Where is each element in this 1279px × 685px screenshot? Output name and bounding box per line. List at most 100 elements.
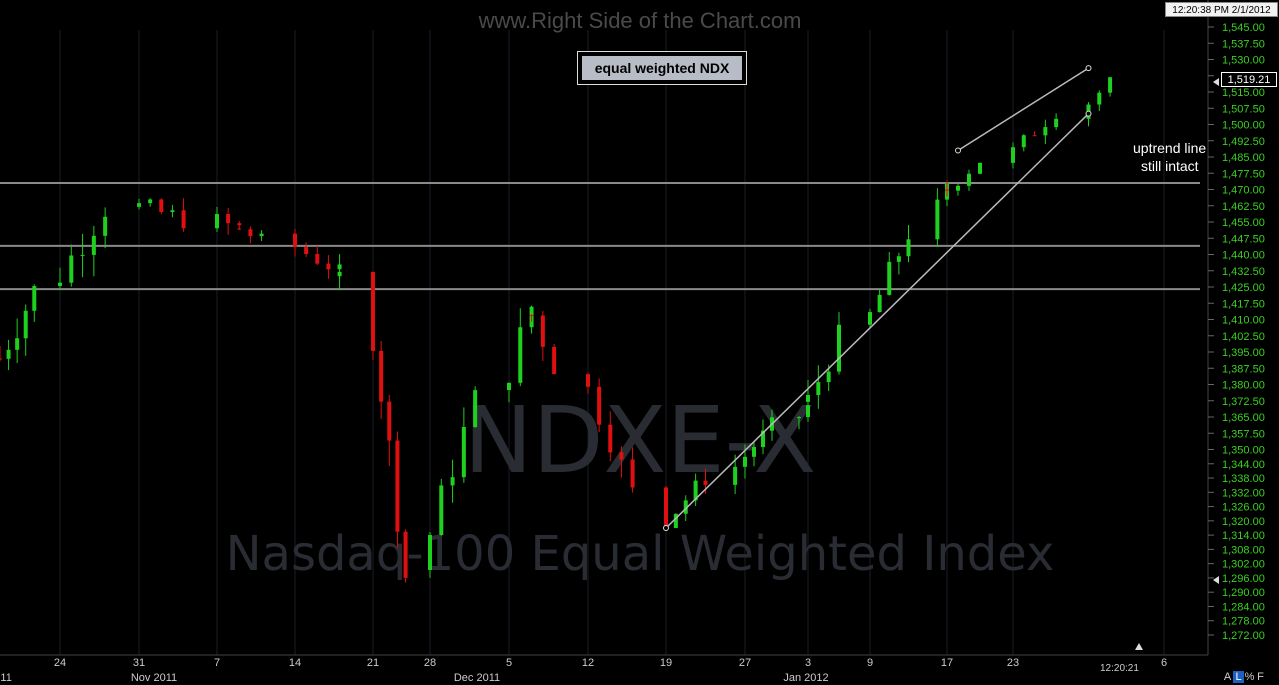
candle-body xyxy=(0,358,2,360)
candle-body xyxy=(826,371,831,383)
candle-body xyxy=(806,405,810,418)
candle-body xyxy=(906,239,911,257)
price-tick-label: 1,432.50 xyxy=(1222,266,1265,278)
candle-body xyxy=(450,477,455,486)
price-tick-label: 1,485.00 xyxy=(1222,152,1265,164)
price-tick-label: 1,462.50 xyxy=(1222,201,1265,213)
candle-body xyxy=(896,256,901,262)
price-tick-label: 1,284.00 xyxy=(1222,601,1265,613)
candle-body xyxy=(215,214,219,229)
candle-body xyxy=(23,310,28,339)
auto-scale-button[interactable]: A xyxy=(1223,671,1232,683)
price-tick-label: 1,332.00 xyxy=(1222,487,1265,499)
site-title: www.Right Side of the Chart.com xyxy=(478,8,802,33)
candle-body xyxy=(91,235,96,255)
date-tick-label: 31 xyxy=(133,657,145,669)
candle-body xyxy=(103,216,108,236)
candle-body xyxy=(733,466,738,485)
price-tick-label: 1,477.50 xyxy=(1222,168,1265,180)
date-tick-label: 28 xyxy=(424,657,436,669)
candle-body xyxy=(956,185,960,191)
candle-body xyxy=(395,440,400,532)
chart-title-box: equal weighted NDX xyxy=(577,51,747,85)
candle-body xyxy=(159,199,164,213)
candle-body xyxy=(428,535,432,570)
candle-body xyxy=(170,210,175,213)
candle-body xyxy=(1011,147,1015,163)
price-tick-label: 1,395.00 xyxy=(1222,347,1265,359)
watermark-name: Nasdaq-100 Equal Weighted Index xyxy=(226,526,1055,582)
date-tick-label: 19 xyxy=(660,657,672,669)
candle-body xyxy=(887,261,892,295)
candle-body xyxy=(806,394,810,402)
date-tick-label: 17 xyxy=(941,657,953,669)
price-tick-label: 1,507.50 xyxy=(1222,103,1265,115)
candle-body xyxy=(1054,118,1059,128)
candle-body xyxy=(703,480,708,485)
candle-body xyxy=(32,286,37,311)
candle-body xyxy=(1032,135,1037,137)
price-tick-label: 1,290.00 xyxy=(1222,587,1265,599)
scroll-up-marker xyxy=(1135,643,1143,650)
trendline xyxy=(957,67,1089,152)
month-label: Jan 2012 xyxy=(783,672,828,684)
candle-body xyxy=(69,255,74,283)
candle-body xyxy=(507,382,511,391)
trendline xyxy=(665,113,1090,529)
date-tick-label: 21 xyxy=(367,657,379,669)
date-tick-label: 5 xyxy=(506,657,512,669)
price-tick-label: 1,314.00 xyxy=(1222,530,1265,542)
candle-body xyxy=(978,162,982,174)
scale-buttons: A L% F xyxy=(1222,671,1266,683)
candle-body xyxy=(1108,77,1113,93)
trendline-handle xyxy=(955,147,961,154)
candle-body xyxy=(387,401,392,441)
candle-body xyxy=(15,338,20,350)
candle-body xyxy=(552,346,557,375)
log-scale-button[interactable]: L xyxy=(1233,671,1244,683)
candle-body xyxy=(226,214,231,224)
price-tick-label: 1,402.50 xyxy=(1222,331,1265,343)
watermark-symbol: NDXE-X xyxy=(464,387,816,494)
date-tick-label: 7 xyxy=(214,657,220,669)
candle-body xyxy=(540,315,545,347)
candle-body xyxy=(371,271,375,351)
trendlines xyxy=(663,65,1092,531)
candle-body xyxy=(619,452,624,460)
price-tick-label: 1,372.50 xyxy=(1222,396,1265,408)
candle-body xyxy=(529,315,534,317)
candle-body xyxy=(1043,127,1048,136)
price-tick-label: 1,500.00 xyxy=(1222,120,1265,132)
price-tick-label: 1,387.50 xyxy=(1222,363,1265,375)
candle-body xyxy=(673,513,678,528)
price-tick-label: 1,302.00 xyxy=(1222,559,1265,571)
price-tick-label: 1,515.00 xyxy=(1222,87,1265,99)
price-tick-label: 1,308.00 xyxy=(1222,544,1265,556)
price-tick-label: 1,278.00 xyxy=(1222,616,1265,628)
bottom-time: 12:20:21 xyxy=(1100,663,1139,674)
candle-body xyxy=(148,199,153,204)
candle-body xyxy=(630,459,635,488)
chart-title: equal weighted NDX xyxy=(582,56,742,80)
price-axis: 1,545.001,537.501,530.001,522.501,515.00… xyxy=(1208,22,1265,642)
price-tick-label: 1,320.00 xyxy=(1222,516,1265,528)
candle-body xyxy=(1021,135,1026,148)
candle-body xyxy=(461,426,466,478)
date-tick-label: 6 xyxy=(1161,657,1167,669)
price-tick-label: 1,380.00 xyxy=(1222,380,1265,392)
price-tick-label: 1,470.00 xyxy=(1222,185,1265,197)
candle-body xyxy=(683,500,688,514)
candle-body xyxy=(935,199,940,240)
price-tick-label: 1,326.00 xyxy=(1222,502,1265,514)
fit-button[interactable]: F xyxy=(1257,671,1264,683)
trendline-handle xyxy=(1085,65,1092,72)
price-tick-label: 1,365.00 xyxy=(1222,412,1265,424)
date-tick-label: 12 xyxy=(582,657,594,669)
percent-scale-button[interactable]: % xyxy=(1244,671,1255,683)
candle-body xyxy=(293,233,297,248)
date-tick-label: 24 xyxy=(54,657,66,669)
candle-body xyxy=(181,210,186,229)
candle-body xyxy=(315,254,320,264)
month-label: Dec 2011 xyxy=(454,672,500,684)
